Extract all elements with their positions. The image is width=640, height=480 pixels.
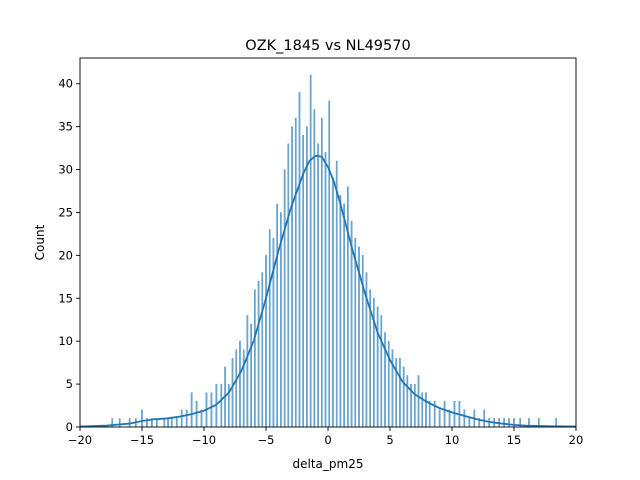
histogram-bar (167, 418, 169, 428)
histogram-bar (443, 401, 446, 428)
histogram-bar (428, 401, 431, 428)
histogram-bar (376, 306, 379, 428)
histogram-bar (220, 383, 223, 428)
histogram-bar (210, 392, 213, 428)
histogram-bar (413, 383, 416, 428)
y-tick-label: 10 (58, 334, 73, 348)
histogram-bar (231, 358, 234, 428)
histogram-bar (276, 203, 278, 428)
y-tick-label: 0 (66, 420, 73, 434)
histogram-bar (508, 418, 510, 428)
histogram-bar (317, 143, 319, 428)
histogram-bar (254, 289, 256, 428)
histogram-bar (190, 392, 193, 428)
histogram-bar (170, 418, 173, 428)
kde-curve (79, 154, 577, 428)
histogram-bar (141, 409, 143, 428)
y-tick-label: 5 (66, 377, 73, 391)
histogram-bar (306, 126, 308, 428)
histogram-bar (268, 229, 271, 428)
x-tick-label: 10 (445, 433, 460, 447)
histogram-bar (339, 195, 342, 428)
y-tick-label: 15 (58, 291, 73, 305)
x-axis-ticks: −20 −15 −10 −5 0 5 10 15 20 (68, 427, 583, 447)
x-tick-label: −20 (68, 433, 92, 447)
histogram-bar (463, 409, 466, 428)
histogram-bar (343, 203, 345, 428)
y-tick-label: 30 (58, 163, 73, 177)
histogram-bar (324, 152, 327, 428)
histogram-bar (425, 392, 427, 428)
histogram-bar (335, 160, 338, 428)
histogram-bar (402, 366, 405, 428)
histogram-bar (332, 177, 334, 428)
x-tick-label: 20 (569, 433, 584, 447)
histogram-bar (250, 323, 252, 428)
histogram-bar (328, 100, 331, 428)
histogram-bar (406, 375, 409, 428)
histogram-bar (283, 169, 286, 428)
histogram-bar (294, 117, 297, 428)
histogram-bar (291, 126, 293, 428)
histogram-bar (417, 375, 420, 428)
histogram-bar (242, 349, 245, 428)
histogram-bar (118, 418, 121, 428)
histogram-bar (195, 401, 198, 428)
x-tick-label: −15 (130, 433, 154, 447)
histogram-bar (235, 349, 238, 428)
histogram-bar (399, 358, 401, 428)
x-tick-label: 0 (324, 433, 331, 447)
histogram-bar (347, 186, 349, 428)
histogram-bar (350, 220, 353, 428)
histogram-bar (503, 418, 505, 428)
histogram-bar (180, 409, 183, 428)
y-axis-label: Count (33, 224, 47, 260)
histogram-bar (246, 315, 249, 428)
histogram-bar (387, 340, 390, 428)
x-axis-label: delta_pm25 (293, 457, 364, 471)
y-tick-label: 35 (58, 120, 73, 134)
y-tick-label: 20 (58, 248, 73, 262)
histogram-bar (287, 143, 290, 428)
x-tick-label: −10 (192, 433, 216, 447)
histogram-bar (265, 255, 267, 428)
y-tick-label: 40 (58, 77, 73, 91)
histogram-bar (391, 349, 394, 428)
histogram-bar (468, 418, 471, 428)
histogram-bar (257, 280, 260, 428)
histogram-bar (438, 409, 441, 428)
y-axis-ticks: 0 5 10 15 20 25 30 35 40 (58, 77, 80, 434)
histogram-bar (320, 117, 323, 428)
histogram-bar (298, 92, 301, 428)
histogram-bar (239, 340, 241, 428)
histogram-bar (163, 418, 166, 428)
chart-title: OZK_1845 vs NL49570 (245, 38, 410, 54)
histogram-bar (261, 272, 264, 428)
histogram-bar (354, 238, 357, 428)
x-tick-label: −5 (258, 433, 275, 447)
histogram-bar (380, 315, 383, 428)
histogram-bar (185, 409, 188, 428)
y-tick-label: 25 (58, 205, 73, 219)
x-tick-label: 15 (507, 433, 522, 447)
histogram-bar (302, 135, 305, 428)
histogram-bar (309, 74, 312, 428)
histogram-bar (175, 418, 178, 428)
x-tick-label: 5 (386, 433, 393, 447)
histogram-bar (483, 409, 486, 428)
